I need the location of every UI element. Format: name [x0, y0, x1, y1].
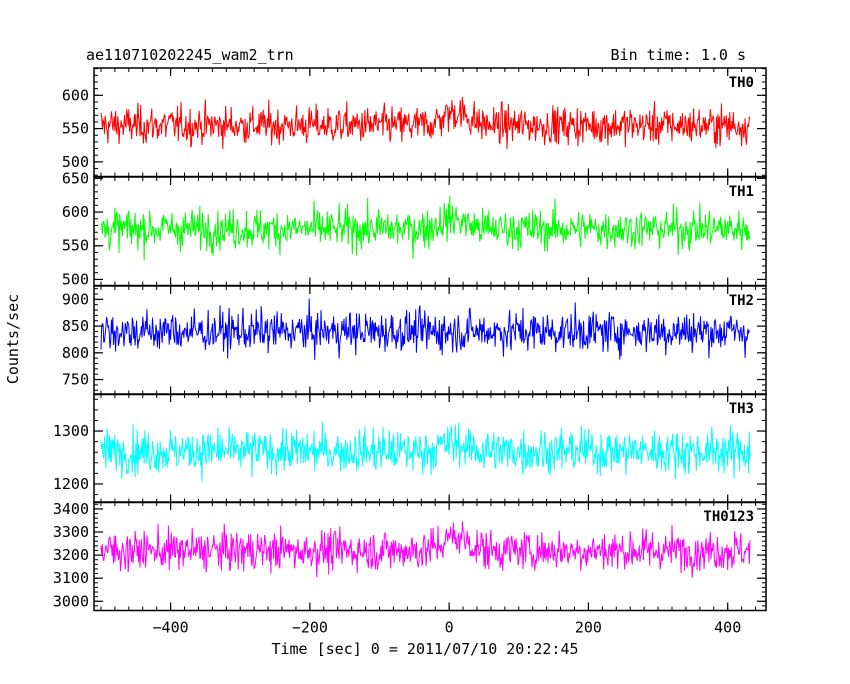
series-line-th0 [100, 96, 751, 150]
panel-th3: 1200 1300 TH3 [53, 393, 767, 504]
x-tick-label: 0 [445, 619, 454, 637]
series-line-th3 [100, 421, 751, 482]
y-tick-label: 3000 [53, 592, 89, 610]
panel-label-th0123: TH0123 [703, 509, 754, 525]
y-tick-label: 3300 [53, 523, 89, 541]
panel-label-th2: TH2 [729, 293, 754, 309]
panel-frame [93, 501, 767, 612]
y-tick-label: 800 [62, 344, 89, 362]
panel-th0123: 3000 3100 3200 3300 3400 TH0123 [53, 500, 767, 612]
y-tick-label: 850 [62, 317, 89, 335]
panel-th1: 500 550 600 650 TH1 [62, 169, 767, 288]
x-tick-label: −200 [292, 619, 328, 637]
x-axis-title: Time [sec] 0 = 2011/07/10 20:22:45 [271, 640, 578, 658]
panel-label-th0: TH0 [729, 75, 754, 91]
y-tick-label: 1300 [53, 422, 89, 440]
x-tick-label: −400 [153, 619, 189, 637]
series-line-th0123 [100, 521, 751, 578]
y-tick-label: 600 [62, 86, 89, 104]
y-tick-label: 650 [62, 169, 89, 187]
y-tick-label: 3100 [53, 569, 89, 587]
y-tick-label: 3400 [53, 500, 89, 518]
chart-title-left: ae110710202245_wam2_trn [86, 46, 294, 64]
panel-th2: 750 800 850 900 TH2 [62, 285, 767, 396]
series-line-th1 [100, 195, 751, 261]
x-tick-label: 200 [575, 619, 602, 637]
panel-th0: 500 550 600 TH0 [62, 67, 767, 178]
x-tick-label: 400 [714, 619, 741, 637]
y-tick-label: 3200 [53, 546, 89, 564]
y-tick-label: 550 [62, 237, 89, 255]
panels-group: 500 550 600 TH0 500 550 600 650 TH1 750 800 850 900 T… [53, 67, 767, 637]
y-axis-title: Counts/sec [4, 294, 22, 384]
y-tick-label: 500 [62, 153, 89, 171]
panel-label-th3: TH3 [729, 401, 754, 417]
series-line-th2 [100, 298, 751, 360]
y-tick-label: 900 [62, 290, 89, 308]
y-tick-label: 1200 [53, 475, 89, 493]
y-tick-label: 550 [62, 120, 89, 138]
y-tick-label: 600 [62, 203, 89, 221]
y-tick-label: 750 [62, 371, 89, 389]
chart-title-right: Bin time: 1.0 s [611, 46, 746, 64]
panel-label-th1: TH1 [729, 184, 754, 200]
y-tick-label: 500 [62, 270, 89, 288]
